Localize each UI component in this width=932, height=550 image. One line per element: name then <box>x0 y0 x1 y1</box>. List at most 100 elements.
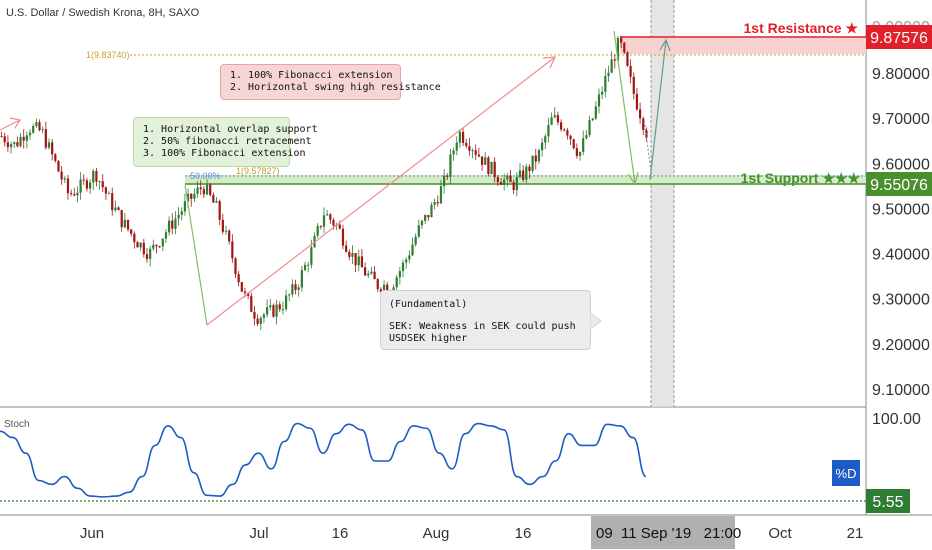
candle-body <box>367 273 370 276</box>
candle-body <box>218 201 221 220</box>
candle-body <box>149 248 152 259</box>
candle-body <box>345 245 348 252</box>
candle-body <box>101 181 104 188</box>
candle-body <box>3 136 6 143</box>
candle-body <box>41 129 44 131</box>
candle-body <box>582 138 585 152</box>
candle-body <box>104 187 107 194</box>
support-zone <box>185 175 866 185</box>
candle-body <box>70 193 73 195</box>
time-label-jul-16: 16 <box>332 525 349 542</box>
candle-body <box>253 311 256 319</box>
stoch-legend-badge[interactable] <box>832 460 860 486</box>
candle-body <box>433 202 436 205</box>
candle-body <box>199 187 202 190</box>
candle-body <box>0 136 3 138</box>
candle-body <box>47 142 51 148</box>
candle-body <box>572 139 575 149</box>
fundamental-annotation[interactable]: (Fundamental) SEK: Weakness in SEK could… <box>380 290 591 350</box>
highlight-region <box>651 0 674 407</box>
candle-body <box>278 304 281 310</box>
candle-body <box>354 253 357 266</box>
candle-body <box>300 270 303 288</box>
candle-body <box>455 142 458 151</box>
stoch-line <box>0 422 647 498</box>
candle-body <box>329 214 332 220</box>
support-label: 1st Support ★★★ <box>741 170 861 186</box>
candle-body <box>265 307 269 315</box>
candle-body <box>307 264 310 266</box>
candle-body <box>259 317 262 324</box>
support-annotation-line: 2. 50% fibonacci retracement <box>143 136 312 147</box>
candle-body <box>60 171 63 180</box>
candle-body <box>19 136 22 147</box>
candle-body <box>430 204 433 218</box>
candle-body <box>610 59 613 73</box>
candle-body <box>550 117 553 125</box>
candle-body <box>458 131 462 143</box>
candle-body <box>493 161 496 178</box>
resistance-annotation[interactable]: 1. 100% Fibonacci extension 2. Horizonta… <box>220 64 441 100</box>
candle-body <box>281 309 285 311</box>
candle-body <box>484 157 487 165</box>
support-annotation-line: 1. Horizontal overlap support <box>143 124 318 135</box>
candle-body <box>446 175 449 177</box>
candle-body <box>240 282 243 292</box>
candle-body <box>180 211 183 215</box>
fundamental-annotation-line: (Fundamental) <box>389 299 468 310</box>
candle-body <box>243 291 247 294</box>
candle-body <box>616 38 620 61</box>
candle-body <box>531 155 534 171</box>
candle-body <box>322 215 326 227</box>
candle-body <box>408 255 411 260</box>
candle-body <box>360 256 364 268</box>
candle-body <box>237 274 240 283</box>
candle-body <box>202 189 205 195</box>
candle-body <box>348 251 351 257</box>
candle-body <box>405 259 408 263</box>
candle-body <box>496 177 499 183</box>
candle-body <box>436 202 439 204</box>
candle-body <box>417 225 420 237</box>
candle-body <box>142 242 145 255</box>
candle-body <box>275 304 278 317</box>
stoch-label: Stoch <box>4 419 30 430</box>
candle-body <box>155 244 158 247</box>
price-tick: 9.20000 <box>872 337 930 354</box>
candle-body <box>414 236 417 245</box>
candle-body <box>28 132 32 136</box>
stoch-legend-text: %D <box>836 466 857 481</box>
candle-body <box>310 247 313 265</box>
candle-body <box>512 182 515 191</box>
price-tick: 9.40000 <box>872 247 930 264</box>
candle-body <box>626 52 629 66</box>
support-price-badge <box>866 172 932 196</box>
resistance-price-badge <box>866 25 932 49</box>
candle-body <box>642 118 645 130</box>
candle-body <box>597 94 601 107</box>
time-label-jun: Jun <box>80 525 104 542</box>
candle-body <box>250 295 253 312</box>
fib-retracement-label: 50.00% <box>190 171 221 181</box>
candle-body <box>247 293 250 296</box>
candle-body <box>117 207 120 211</box>
candle-body <box>73 194 76 196</box>
candle-body <box>44 129 47 148</box>
candle-body <box>319 225 322 227</box>
time-label-21: 21 <box>847 525 864 542</box>
candle-body <box>537 150 541 162</box>
candle-body <box>88 182 92 189</box>
candle-body <box>256 318 259 324</box>
support-annotation[interactable]: 1. Horizontal overlap support 2. 50% fib… <box>133 117 318 167</box>
candle-body <box>509 175 512 183</box>
candle-body <box>578 151 582 156</box>
time-label-jul: Jul <box>249 525 268 542</box>
price-tick: 9.30000 <box>872 292 930 309</box>
resistance-annotation-line: 2. Horizontal swing high resistance <box>230 82 441 93</box>
candle-body <box>158 246 161 248</box>
candle-body <box>262 314 266 318</box>
price-tick: 9.50000 <box>872 201 930 218</box>
candle-body <box>231 241 234 259</box>
candle-body <box>480 156 484 165</box>
